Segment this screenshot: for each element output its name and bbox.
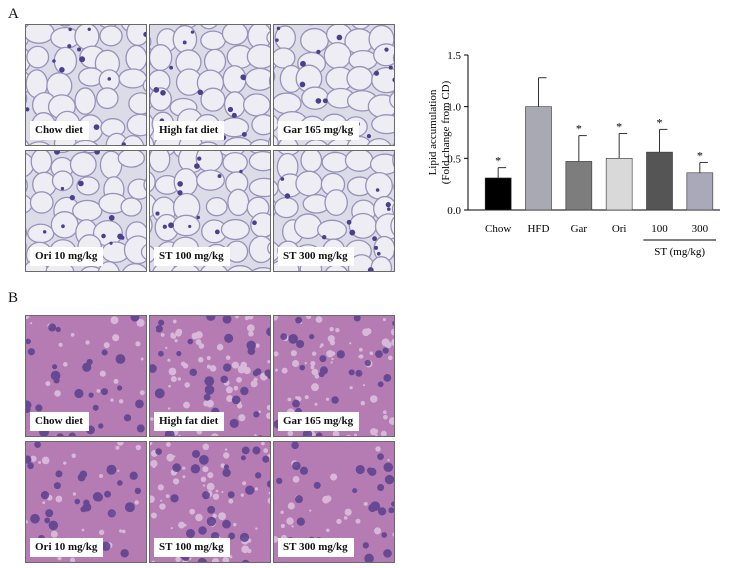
adipose-texture [150, 151, 270, 271]
tile-caption: Ori 10 mg/kg [30, 538, 104, 557]
liver-tile-gar: Gar 165 mg/kg [273, 315, 395, 437]
y-tick-label: 1.0 [447, 102, 461, 114]
x-tick-label: Ori [612, 223, 627, 235]
liver-histology-grid: Chow diet High fat diet Gar 165 mg/kg Or… [25, 315, 396, 565]
significance-mark: * [657, 115, 663, 129]
significance-mark: * [576, 122, 582, 136]
panel-a-label: A [8, 6, 19, 22]
adipose-histology-grid: Chow diet High fat diet Gar 165 mg/kg Or… [25, 24, 396, 274]
significance-mark: * [495, 154, 501, 168]
significance-mark: * [616, 120, 622, 134]
adipose-tile-chow: Chow diet [25, 24, 147, 146]
y-axis-label: Lipid accumulation [427, 89, 439, 175]
tile-caption: High fat diet [154, 121, 225, 140]
tile-caption: ST 300 mg/kg [278, 247, 354, 266]
x-tick-label: Chow [485, 223, 511, 235]
significance-mark: * [697, 148, 703, 162]
adipose-tile-gar: Gar 165 mg/kg [273, 24, 395, 146]
tile-caption: ST 100 mg/kg [154, 247, 230, 266]
adipose-tile-st300: ST 300 mg/kg [273, 150, 395, 272]
bar-ori [605, 158, 633, 211]
liver-tile-chow: Chow diet [25, 315, 147, 437]
liver-tile-st100: ST 100 mg/kg [149, 441, 271, 563]
liver-tile-st300: ST 300 mg/kg [273, 441, 395, 563]
tile-caption: Gar 165 mg/kg [278, 121, 360, 140]
bar-hfd [525, 106, 552, 211]
adipose-tile-ori: Ori 10 mg/kg [25, 150, 147, 272]
bar-300 [686, 172, 714, 211]
tile-caption: High fat diet [154, 412, 225, 431]
bar-chow [484, 177, 512, 211]
x-tick-label: HFD [527, 223, 549, 235]
adipose-tile-st100: ST 100 mg/kg [149, 150, 271, 272]
tile-caption: Ori 10 mg/kg [30, 247, 104, 266]
adipose-texture [26, 151, 146, 271]
tile-caption: ST 100 mg/kg [154, 538, 230, 557]
panel-b-label: B [8, 290, 19, 306]
group-label: ST (mg/kg) [654, 246, 705, 258]
liver-tile-ori: Ori 10 mg/kg [25, 441, 147, 563]
x-tick-label: 100 [651, 223, 668, 235]
x-tick-label: Gar [571, 223, 588, 235]
tile-caption: Gar 165 mg/kg [278, 412, 360, 431]
y-tick-label: 0.0 [447, 205, 461, 217]
adipose-tile-hfd: High fat diet [149, 24, 271, 146]
tile-caption: Chow diet [30, 412, 89, 431]
bar-gar [565, 161, 593, 211]
tile-caption: Chow diet [30, 121, 89, 140]
x-tick-label: 300 [692, 223, 709, 235]
y-axis-label-sub: (Fold change from CD) [440, 80, 452, 184]
bar-100 [646, 151, 673, 211]
y-tick-label: 0.5 [447, 153, 461, 165]
tile-caption: ST 300 mg/kg [278, 538, 354, 557]
liver-tile-hfd: High fat diet [149, 315, 271, 437]
y-tick-label: 1.5 [447, 50, 461, 62]
lipid-accumulation-bar-chart: 0.0 0.5 1.0 1.5 Lipid accumulation (Fold chan… [427, 50, 720, 258]
